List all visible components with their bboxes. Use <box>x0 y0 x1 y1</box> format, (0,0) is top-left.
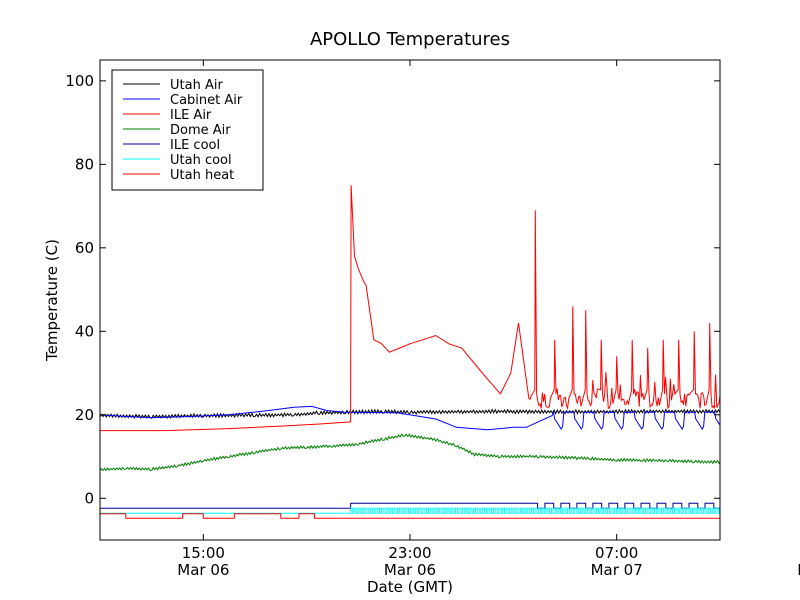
legend-label: Cabinet Air <box>170 93 243 108</box>
legend-label: Utah Air <box>170 78 223 93</box>
series-line-utah-heat <box>100 513 720 519</box>
legend-label: ILE Air <box>170 108 212 123</box>
x-tick-label: 15:00 <box>182 544 225 562</box>
series-layer <box>100 185 720 519</box>
series-line-ile-cool <box>100 502 720 509</box>
series-line-dome-air <box>100 433 720 472</box>
legend-label: Utah cool <box>170 153 232 168</box>
x-axis-label: Date (GMT) <box>367 578 453 596</box>
y-tick-label: 80 <box>75 155 94 173</box>
y-tick-label: 0 <box>84 489 94 507</box>
y-tick-label: 100 <box>65 72 94 90</box>
y-tick-label: 60 <box>75 239 94 257</box>
legend-box <box>111 69 264 191</box>
x-tick-label: 23:00 <box>388 544 431 562</box>
legend-label: ILE cool <box>170 138 220 153</box>
legend-label: Dome Air <box>170 123 231 138</box>
x-tick-date: Mar 06 <box>384 561 436 579</box>
series-line-cabinet-air <box>100 405 720 431</box>
chart-title: APOLLO Temperatures <box>310 29 510 50</box>
series-line-utah-air <box>100 408 720 420</box>
series-line-utah-cool <box>100 507 720 514</box>
x-tick-date: Mar 06 <box>177 561 229 579</box>
y-tick-label: 40 <box>75 322 94 340</box>
x-tick-date: Mar 07 <box>591 561 643 579</box>
x-tick-label: 07:00 <box>595 544 638 562</box>
series-line-ile-air <box>100 185 720 432</box>
y-tick-label: 20 <box>75 406 94 424</box>
legend-label: Utah heat <box>170 168 234 183</box>
x-tick-date: Mar 07 <box>797 561 800 579</box>
y-axis-label: Temperature (C) <box>43 239 61 362</box>
